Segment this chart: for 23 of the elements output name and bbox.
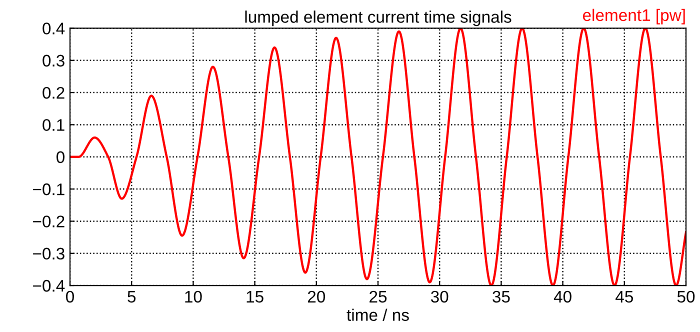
x-tick-label: 0 bbox=[66, 290, 74, 303]
y-tick-label: 0.4 bbox=[42, 22, 65, 34]
x-tick-label: 25 bbox=[370, 290, 387, 303]
chart-title: lumped element current time signals bbox=[245, 10, 512, 26]
y-tick-label: 0 bbox=[56, 151, 64, 164]
y-tick-label: −0.3 bbox=[33, 248, 64, 260]
x-tick-label: 35 bbox=[492, 290, 510, 303]
y-tick-label: −0.1 bbox=[33, 183, 64, 196]
x-tick-label: 10 bbox=[185, 290, 202, 303]
x-axis-title: time / ns bbox=[346, 308, 409, 321]
x-tick-label: 15 bbox=[246, 290, 264, 303]
y-tick-label: −0.4 bbox=[33, 280, 65, 292]
x-tick-label: 30 bbox=[430, 290, 448, 303]
x-tick-label: 5 bbox=[128, 290, 136, 303]
x-tick-label: 45 bbox=[616, 290, 633, 303]
x-tick-label: 20 bbox=[308, 290, 326, 303]
y-tick-label: −0.2 bbox=[33, 216, 64, 228]
series-label: element1 [pw] bbox=[582, 8, 685, 24]
y-tick-label: 0.2 bbox=[42, 86, 64, 99]
x-tick-label: 50 bbox=[677, 290, 695, 303]
y-tick-label: 0.1 bbox=[42, 119, 64, 131]
y-tick-label: 0.3 bbox=[42, 54, 64, 67]
x-tick-label: 40 bbox=[554, 290, 572, 303]
